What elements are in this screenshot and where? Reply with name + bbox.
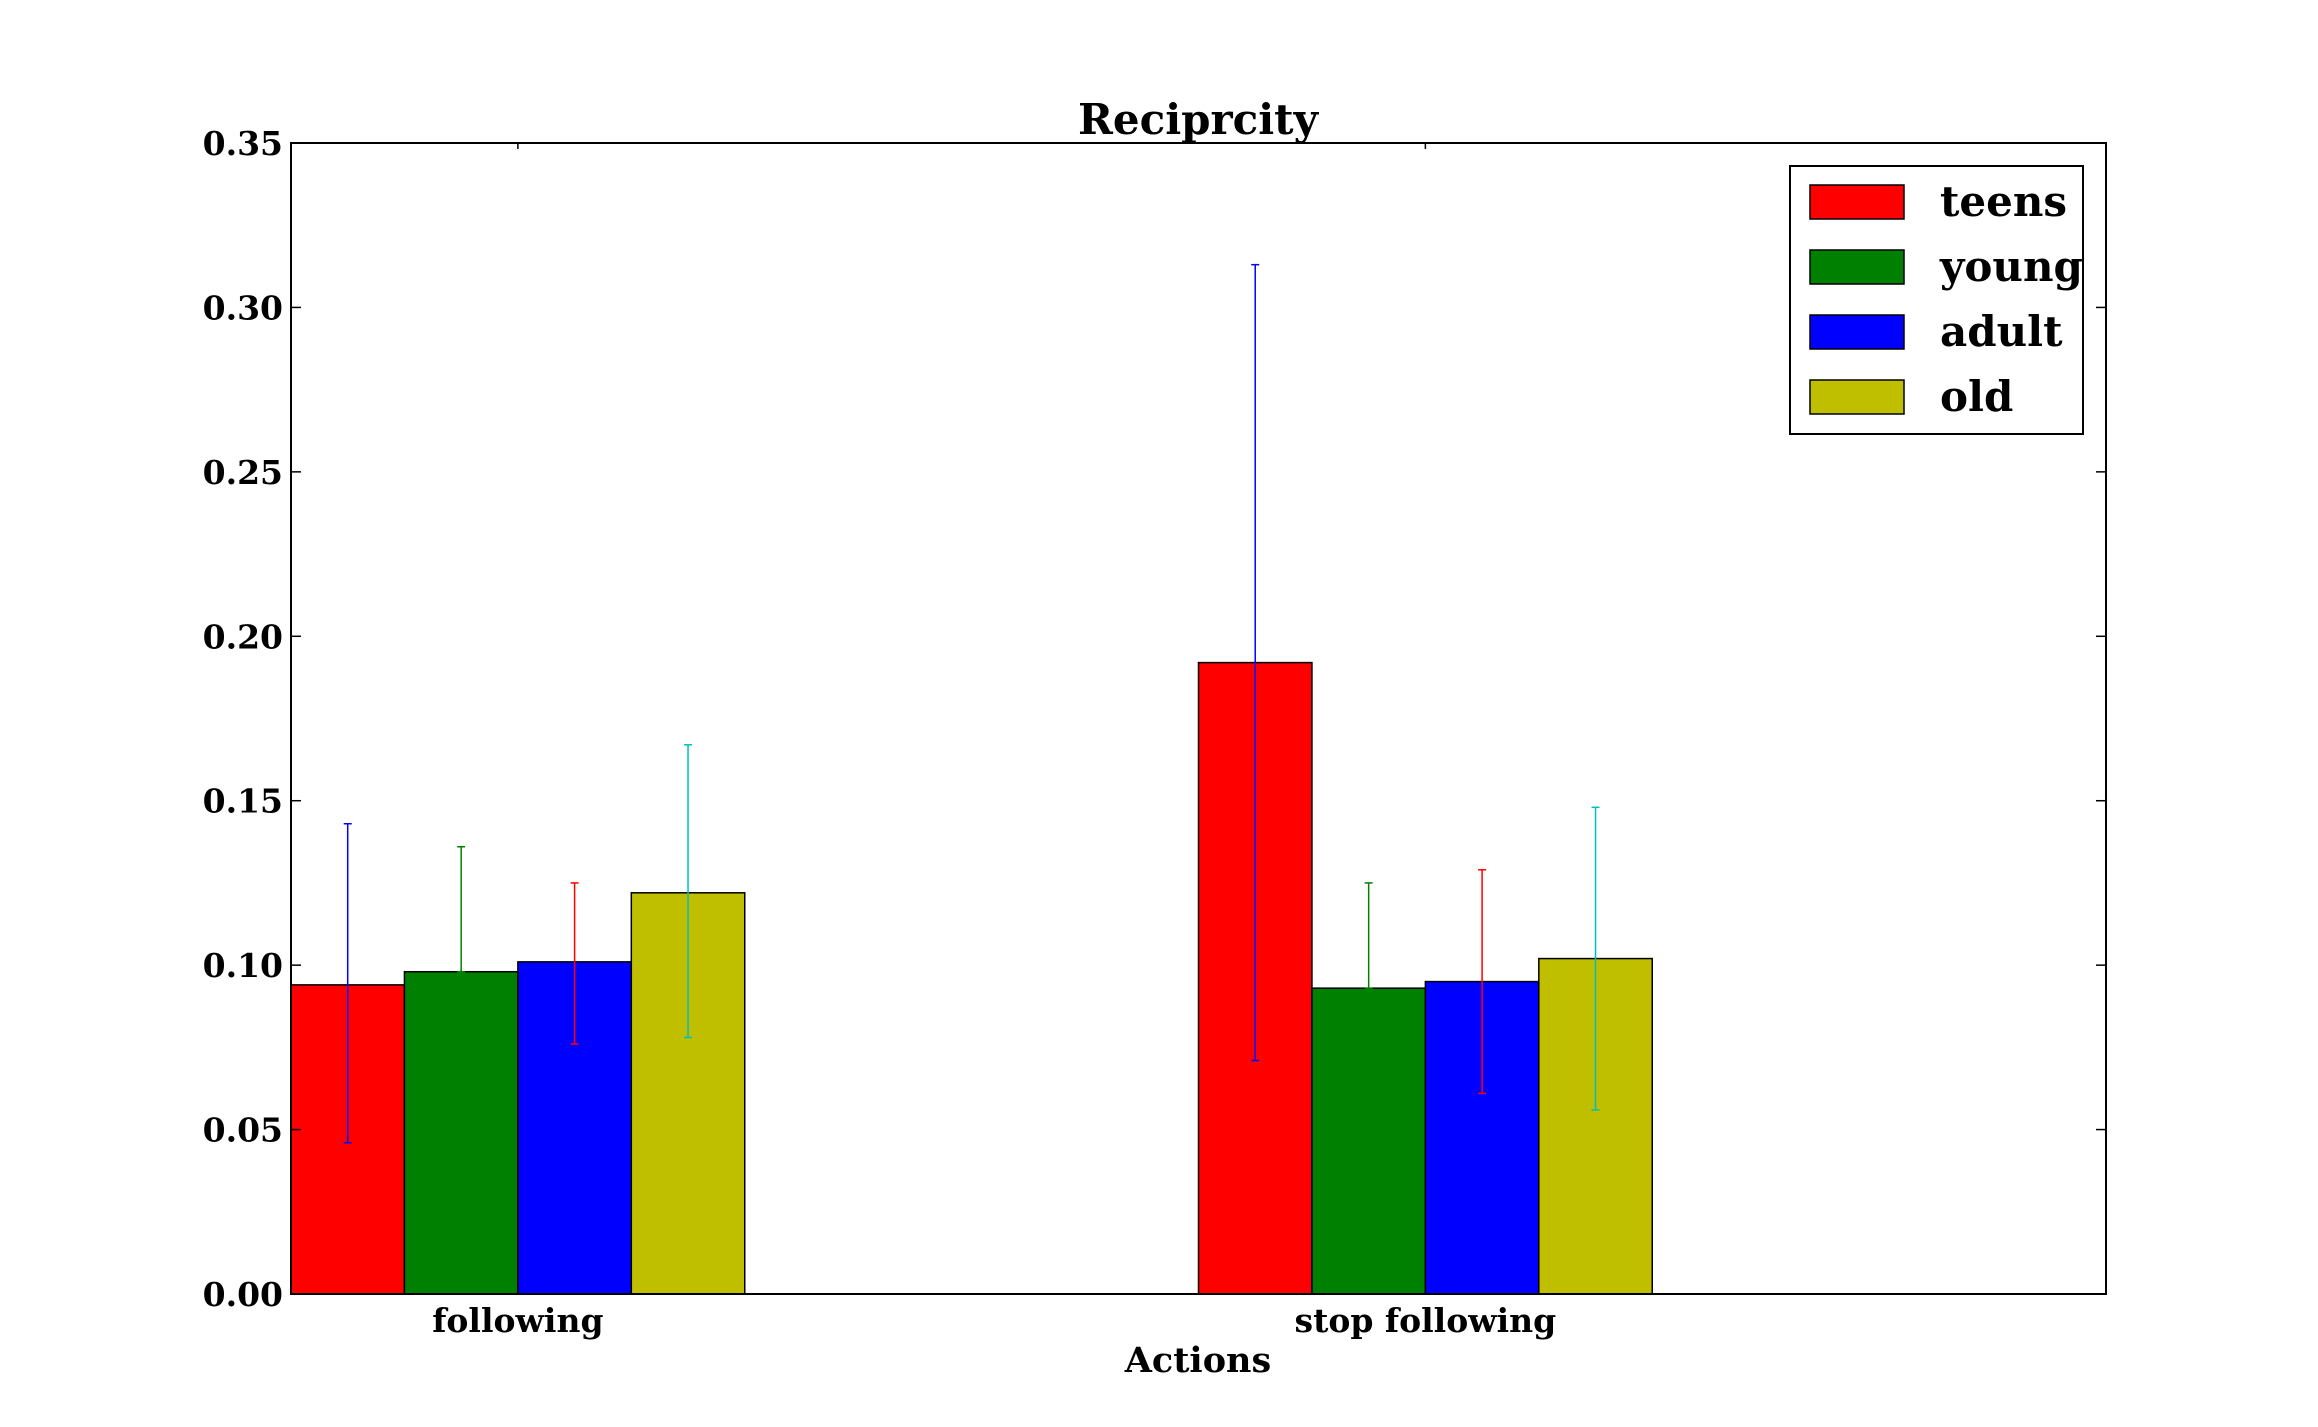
- legend-swatch-young: [1809, 249, 1905, 285]
- bar-young: [403, 970, 519, 1295]
- y-tick-label: 0.15: [203, 782, 283, 821]
- legend-swatch-adult: [1809, 314, 1905, 350]
- y-tick-label: 0.25: [203, 453, 283, 492]
- legend-label-young: young: [1939, 242, 2083, 291]
- legend-label-adult: adult: [1940, 307, 2063, 356]
- y-tick-label: 0.05: [203, 1111, 283, 1150]
- y-tick-label: 0.30: [203, 288, 283, 327]
- axis-ticks: following stop following 0.00 0.05 0.10 0.15 0…: [203, 124, 2106, 1340]
- x-tick-label: stop following: [1295, 1301, 1557, 1340]
- x-axis-label: Actions: [1124, 1340, 1271, 1381]
- plot-area: [290, 263, 1653, 1295]
- plot-frame: [290, 142, 2107, 1295]
- legend-label-teens: teens: [1940, 177, 2067, 226]
- x-tick-label: following: [432, 1301, 603, 1340]
- legend: teens young adult old: [1789, 165, 2084, 435]
- legend-swatch-old: [1809, 379, 1905, 415]
- y-tick-label: 0.35: [203, 124, 283, 163]
- legend-label-old: old: [1940, 372, 2013, 421]
- chart-title: Reciprcity: [1078, 95, 1320, 144]
- y-tick-label: 0.20: [203, 617, 283, 656]
- legend-swatch-teens: [1809, 184, 1905, 220]
- y-tick-label: 0.00: [203, 1275, 283, 1314]
- y-tick-label: 0.10: [203, 946, 283, 985]
- bar-young: [1311, 987, 1427, 1295]
